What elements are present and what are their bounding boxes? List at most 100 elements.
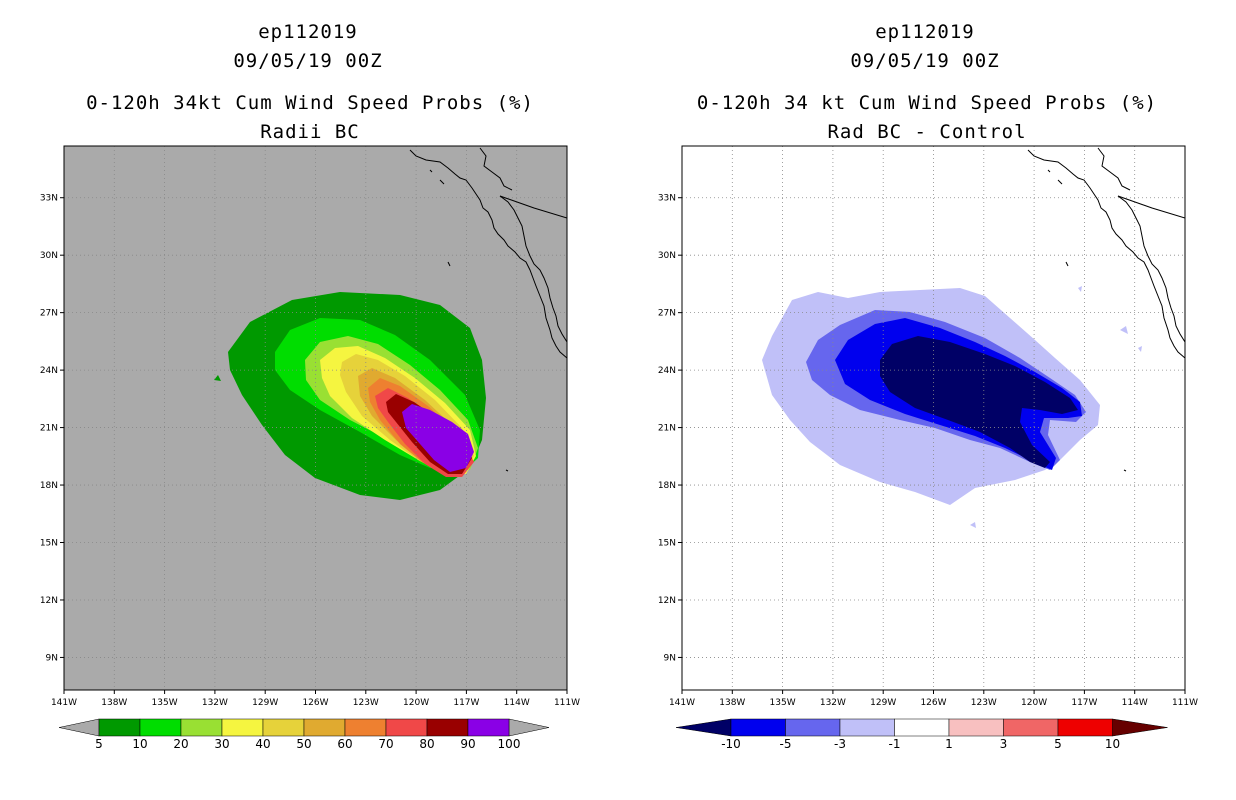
- lon-tick-label: 126W: [302, 698, 328, 708]
- colorbar-swatch: [1003, 718, 1059, 737]
- left-title-block: ep112019 09/05/19 00Z: [28, 18, 588, 76]
- right-coastline: [1027, 147, 1185, 472]
- right-storm-id: ep112019: [875, 21, 975, 43]
- lon-tick-label: 120W: [403, 698, 429, 708]
- lon-tick-label: 114W: [504, 698, 530, 708]
- lat-tick-label: 33N: [658, 194, 676, 204]
- contour-minus10: [880, 336, 1078, 468]
- contour-100: [402, 404, 474, 472]
- left-coastline: [409, 147, 567, 472]
- colorbar-label: 20: [173, 737, 188, 751]
- colorbar-label: 1: [945, 737, 953, 751]
- lat-tick-label: 30N: [40, 251, 58, 261]
- lat-tick-label: 9N: [664, 653, 676, 663]
- lon-tick-label: 117W: [453, 698, 479, 708]
- lon-tick-label: 129W: [870, 698, 896, 708]
- left-date: 09/05/19 00Z: [233, 50, 383, 72]
- lat-tick-label: 21N: [40, 424, 58, 434]
- colorbar-swatch: [948, 718, 1004, 737]
- lon-tick-label: 111W: [554, 698, 580, 708]
- colorbar-low-arrow: [58, 718, 100, 737]
- right-axis-ticks: 141W 138W 135W 132W 129W 126W 123W 120W 117W 114W…: [658, 194, 1198, 708]
- lat-tick-label: 30N: [658, 251, 676, 261]
- colorbar-label: -1: [889, 737, 901, 751]
- right-map: 141W 138W 135W 132W 129W 126W 123W 120W 117W 114W…: [658, 145, 1198, 708]
- lon-tick-label: 123W: [353, 698, 379, 708]
- lat-tick-label: 15N: [658, 539, 676, 549]
- left-storm-id: ep112019: [258, 21, 358, 43]
- colorbar-swatch: [1057, 718, 1113, 737]
- lat-tick-label: 9N: [46, 653, 58, 663]
- colorbar-label: -3: [834, 737, 846, 751]
- lon-tick-label: 141W: [51, 698, 77, 708]
- lat-tick-label: 24N: [658, 366, 676, 376]
- left-axis-ticks: 141W 138W 135W 132W 129W 126W 123W 120W 117W 114W…: [40, 194, 580, 708]
- colorbar-high-arrow: [1112, 718, 1168, 737]
- lat-tick-label: 24N: [40, 366, 58, 376]
- lon-tick-label: 132W: [820, 698, 846, 708]
- lon-tick-label: 120W: [1021, 698, 1047, 708]
- lat-tick-label: 21N: [658, 424, 676, 434]
- colorbar-label: 40: [255, 737, 270, 751]
- lon-tick-label: 138W: [101, 698, 127, 708]
- colorbar-swatch: [344, 718, 387, 737]
- colorbar-label: 100: [498, 737, 521, 751]
- left-subtitle-block: 0-120h 34kt Cum Wind Speed Probs (%) Rad…: [0, 89, 620, 147]
- lat-tick-label: 12N: [40, 596, 58, 606]
- colorbar-label: -5: [780, 737, 792, 751]
- lat-tick-label: 18N: [658, 481, 676, 491]
- lon-tick-label: 135W: [152, 698, 178, 708]
- left-product-subtitle: Radii BC: [260, 121, 360, 143]
- right-date: 09/05/19 00Z: [850, 50, 1000, 72]
- colorbar-swatch: [262, 718, 305, 737]
- lon-tick-label: 132W: [202, 698, 228, 708]
- lon-tick-label: 123W: [971, 698, 997, 708]
- colorbar-swatch: [839, 718, 895, 737]
- right-product-subtitle: Rad BC - Control: [827, 121, 1027, 143]
- colorbar-swatch: [303, 718, 346, 737]
- lat-tick-label: 27N: [658, 309, 676, 319]
- lon-tick-label: 141W: [669, 698, 695, 708]
- colorbar-label: 90: [460, 737, 475, 751]
- right-grid: [682, 146, 1185, 690]
- colorbar-high-arrow: [508, 718, 550, 737]
- right-colorbar: -10 -5 -3 -1 1 3 5 10: [675, 718, 1168, 751]
- lon-tick-label: 117W: [1071, 698, 1097, 708]
- contour-speck: [214, 375, 221, 381]
- colorbar-label: 50: [296, 737, 311, 751]
- lon-tick-label: 129W: [252, 698, 278, 708]
- lat-tick-label: 12N: [658, 596, 676, 606]
- left-product-title: 0-120h 34kt Cum Wind Speed Probs (%): [86, 92, 534, 114]
- colorbar-swatch: [98, 718, 141, 737]
- lat-tick-label: 15N: [40, 539, 58, 549]
- colorbar-label: 5: [95, 737, 103, 751]
- lon-tick-label: 135W: [770, 698, 796, 708]
- left-map: 141W 138W 135W 132W 129W 126W 123W 120W 117W 114W…: [40, 145, 580, 708]
- colorbar-swatch: [385, 718, 428, 737]
- colorbar-label: 80: [419, 737, 434, 751]
- right-product-title: 0-120h 34 kt Cum Wind Speed Probs (%): [696, 92, 1158, 114]
- colorbar-swatch: [467, 718, 510, 737]
- colorbar-label: 70: [378, 737, 393, 751]
- lon-tick-label: 111W: [1172, 698, 1198, 708]
- lat-tick-label: 27N: [40, 309, 58, 319]
- lat-tick-label: 18N: [40, 481, 58, 491]
- colorbar-label: 5: [1054, 737, 1062, 751]
- lon-tick-label: 126W: [920, 698, 946, 708]
- lon-tick-label: 138W: [719, 698, 745, 708]
- right-difference-contours: [762, 286, 1142, 528]
- colorbar-swatch: [426, 718, 469, 737]
- colorbar-swatch: [894, 718, 950, 737]
- colorbar-label: 60: [337, 737, 352, 751]
- colorbar-low-arrow: [675, 718, 732, 737]
- colorbar-label: 3: [1000, 737, 1008, 751]
- left-probability-contours: [214, 292, 486, 500]
- lat-tick-label: 33N: [40, 194, 58, 204]
- colorbar-label: -10: [721, 737, 741, 751]
- left-grid: [64, 146, 567, 690]
- left-colorbar: 5 10 20 30 40 50 60 70 80 90 100: [58, 718, 550, 751]
- right-subtitle-block: 0-120h 34 kt Cum Wind Speed Probs (%) Ra…: [617, 89, 1236, 147]
- colorbar-label: 30: [214, 737, 229, 751]
- colorbar-swatch: [221, 718, 264, 737]
